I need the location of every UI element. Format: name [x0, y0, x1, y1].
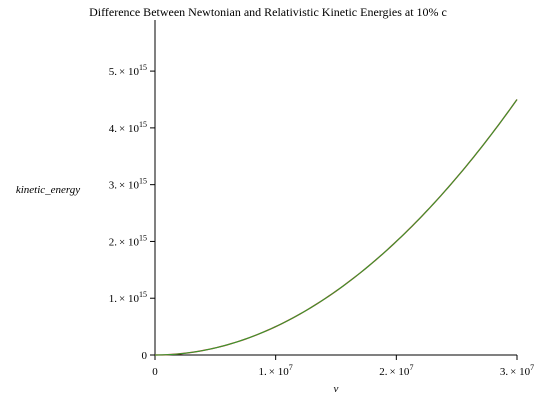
- y-tick-label-exponent: 15: [139, 233, 147, 242]
- x-tick-label-mantissa: 1.: [259, 366, 268, 378]
- x-tick-label-exponent: 7: [530, 363, 534, 372]
- y-axis-label: kinetic_energy: [16, 184, 80, 196]
- y-tick-label: 2. × 1015: [109, 233, 147, 248]
- y-tick-label-base: × 10: [119, 236, 139, 248]
- x-axis-ticks: 0 1. × 107 2. × 107 3. × 107: [152, 355, 534, 378]
- y-tick-label-base: × 10: [119, 180, 139, 192]
- series-line-1: [154, 99, 518, 356]
- y-tick-label-exponent: 15: [139, 63, 147, 72]
- x-tick-label-mantissa: 2.: [379, 366, 388, 378]
- y-tick-label-exponent: 15: [139, 290, 147, 299]
- y-tick-label-exponent: 15: [139, 177, 147, 186]
- x-tick-label-base: × 10: [389, 366, 409, 378]
- y-tick-label-mantissa: 4.: [109, 123, 118, 135]
- y-tick-label: 0: [142, 350, 148, 362]
- y-tick-label: 1. × 1015: [109, 290, 147, 305]
- y-tick-label-mantissa: 5.: [109, 66, 118, 78]
- y-tick-label-base: × 10: [119, 123, 139, 135]
- x-tick-label-mantissa: 3.: [500, 366, 509, 378]
- x-tick-label-base: × 10: [510, 366, 530, 378]
- x-tick-label-exponent: 7: [409, 363, 413, 372]
- y-tick-label: 3. × 1015: [109, 177, 147, 192]
- series-line-0: [154, 99, 518, 356]
- y-tick-label: 4. × 1015: [109, 120, 147, 135]
- y-tick-label-mantissa: 1.: [109, 293, 118, 305]
- y-tick-label-mantissa: 2.: [109, 236, 118, 248]
- x-tick-label: 3. × 107: [500, 363, 534, 378]
- y-tick-label-mantissa: 3.: [109, 180, 118, 192]
- axes: [154, 20, 517, 356]
- x-tick-label: 2. × 107: [379, 363, 413, 378]
- x-axis-label: v: [334, 383, 339, 395]
- chart-title: Difference Between Newtonian and Relativ…: [89, 5, 447, 19]
- x-tick-label-base: × 10: [269, 366, 289, 378]
- y-tick-label: 5. × 1015: [109, 63, 147, 78]
- x-tick-label: 0: [152, 366, 158, 378]
- y-tick-label-base: × 10: [119, 66, 139, 78]
- series-layer: [154, 99, 518, 356]
- y-tick-label-base: × 10: [119, 293, 139, 305]
- x-tick-label: 1. × 107: [259, 363, 293, 378]
- y-tick-label-exponent: 15: [139, 120, 147, 129]
- x-tick-label-exponent: 7: [289, 363, 293, 372]
